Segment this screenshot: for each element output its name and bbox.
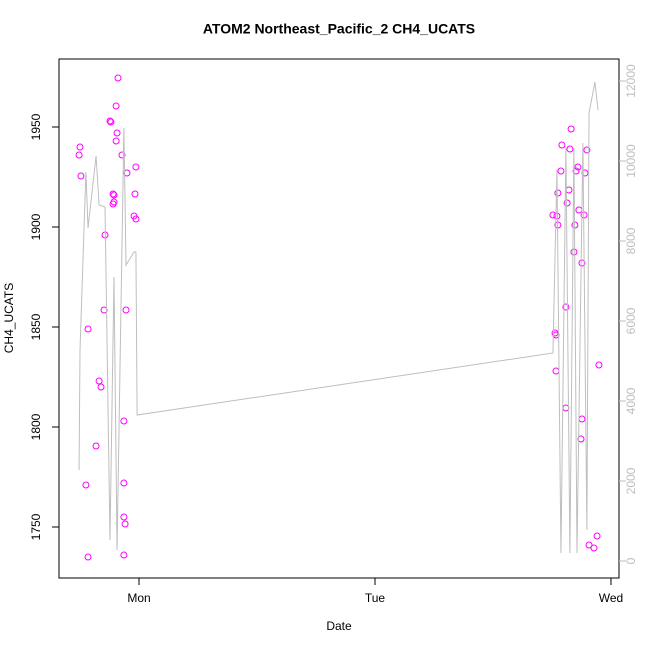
point — [92, 442, 100, 450]
y-tick-label: 1950 — [29, 113, 43, 140]
point — [132, 163, 140, 171]
y-axis-label: CH4_UCATS — [2, 283, 16, 353]
x-tick-label: Mon — [127, 591, 150, 605]
point — [84, 325, 92, 333]
line-series — [78, 81, 599, 554]
y-tick-label: 1800 — [29, 413, 43, 440]
point — [106, 117, 114, 125]
point — [112, 102, 120, 110]
point — [107, 118, 115, 126]
y-tick-label: 1900 — [29, 213, 43, 240]
point — [109, 200, 117, 208]
point — [75, 151, 83, 159]
point — [121, 520, 129, 528]
point — [577, 435, 585, 443]
point — [132, 215, 140, 223]
point — [113, 129, 121, 137]
point — [572, 167, 580, 175]
point — [122, 306, 130, 314]
point — [574, 163, 582, 171]
point — [563, 199, 571, 207]
point — [95, 377, 103, 385]
point — [112, 137, 120, 145]
point — [558, 141, 566, 149]
point — [120, 551, 128, 559]
x-tick-label: Wed — [599, 591, 623, 605]
point — [583, 146, 591, 154]
point — [110, 191, 118, 199]
point — [593, 532, 601, 540]
point — [566, 145, 574, 153]
point — [84, 553, 92, 561]
point — [570, 248, 578, 256]
point — [118, 151, 126, 159]
point — [590, 544, 598, 552]
point — [100, 306, 108, 314]
y2-tick-label: 12000 — [624, 64, 638, 98]
y2-tick-label: 10000 — [624, 144, 638, 178]
y2-tick-label: 8000 — [624, 227, 638, 254]
point — [120, 513, 128, 521]
point — [567, 125, 575, 133]
point — [114, 74, 122, 82]
point — [123, 169, 131, 177]
point — [82, 481, 90, 489]
x-axis-label: Date — [326, 619, 352, 633]
point — [97, 383, 105, 391]
point — [120, 479, 128, 487]
plot-frame — [58, 58, 620, 579]
y2-tick-label: 0 — [624, 557, 638, 564]
point — [109, 190, 117, 198]
y2-tick-label: 6000 — [624, 307, 638, 334]
y-tick-label: 1750 — [29, 513, 43, 540]
y2-tick-label: 2000 — [624, 467, 638, 494]
y2-tick-label: 4000 — [624, 387, 638, 414]
point — [557, 167, 565, 175]
chart-title: ATOM2 Northeast_Pacific_2 CH4_UCATS — [203, 21, 475, 37]
y-tick-label: 1850 — [29, 313, 43, 340]
point — [554, 189, 562, 197]
point — [77, 172, 85, 180]
point — [562, 303, 570, 311]
point — [76, 143, 84, 151]
point — [595, 361, 603, 369]
point — [120, 417, 128, 425]
x-tick-label: Tue — [365, 591, 386, 605]
point — [578, 259, 586, 267]
point — [585, 541, 593, 549]
point — [131, 190, 139, 198]
